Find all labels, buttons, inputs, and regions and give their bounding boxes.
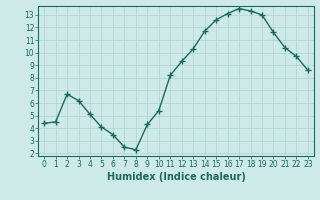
X-axis label: Humidex (Indice chaleur): Humidex (Indice chaleur) [107, 172, 245, 182]
